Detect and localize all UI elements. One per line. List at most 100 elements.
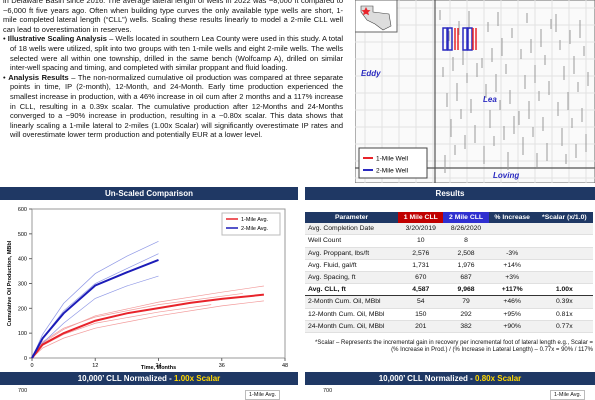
results-table: Parameter 1 Mile CLL 2 Mile CLL% Increase *…: [305, 212, 593, 333]
x-tick-label: 48: [282, 363, 288, 369]
table-row: Avg. Fluid, gal/ft 1,731 1,976 +14%: [305, 259, 593, 272]
cell: [535, 234, 593, 248]
header-row: Parameter 1 Mile CLL 2 Mile CLL% Increase *…: [305, 212, 593, 224]
legend-label: 1-Mile Avg.: [550, 390, 586, 400]
cell: [535, 247, 593, 260]
cell: 382: [443, 320, 489, 333]
cell: 670: [398, 271, 444, 285]
map-legend: [358, 147, 428, 179]
cell: 687: [443, 271, 489, 285]
table-row: Well Count 10 8: [305, 234, 593, 248]
bullet-title: Analysis Results: [8, 72, 69, 82]
map: Eddy Lea Loving 1-Mile Well 2-Mile Well: [355, 0, 595, 183]
cell: 1.00x: [535, 283, 593, 297]
table-row: Avg. CLL, ft 4,587 9,968 +117% 1.00x: [305, 283, 593, 297]
cell: Avg. Spacing, ft: [305, 271, 399, 285]
table-row: Avg. Spacing, ft 670 687 +3%: [305, 271, 593, 285]
cell: 0.77x: [535, 320, 593, 333]
footnote: *Scalar – Represents the incremental gai…: [315, 340, 593, 354]
bullet-text: – Wells located in southern Lea County w…: [10, 34, 343, 73]
line: [31, 293, 265, 359]
y-tick-label: 200: [18, 306, 27, 312]
table-row: 24-Month Cum. Oil, MBbl 201 382 +90% 0.77x: [305, 320, 593, 333]
header-highlight: 0.80x Scalar: [475, 374, 522, 383]
cell: Avg. Proppant, lbs/ft: [305, 247, 399, 260]
well-box: [462, 27, 468, 51]
column-header: 1 Mile CLL: [398, 212, 444, 224]
cell: Avg. CLL, ft: [305, 283, 399, 297]
cell: 54: [398, 295, 444, 309]
intro: in Delaware Basin since 2016. The averag…: [3, 0, 343, 34]
header-text: 10,000’ CLL Normalized -: [77, 374, 175, 383]
inset-star: [361, 7, 371, 16]
cell: [535, 259, 593, 272]
x-tick-label: 24: [155, 363, 161, 369]
x-tick-label: 36: [219, 363, 225, 369]
y-tick-label: 700: [18, 388, 28, 394]
bullet-title: Illustrative Scaling Analysis: [7, 34, 107, 44]
line: [31, 258, 159, 359]
column-header: *Scalar (x/1.0): [535, 212, 593, 224]
county-label: Lea: [483, 95, 497, 104]
cell: [535, 271, 593, 285]
legend-label: 1-Mile Well: [376, 156, 409, 163]
cell: 292: [443, 308, 489, 321]
cell: 24-Month Cum. Oil, MBbl: [305, 320, 399, 333]
cell: 1,731: [398, 259, 444, 272]
y-tick-label: 300: [18, 282, 27, 288]
cell: 2,576: [398, 247, 444, 260]
y-tick-label: 600: [18, 207, 27, 213]
cell: +117%: [488, 283, 536, 297]
section-header: 10,000’ CLL Normalized - 0.80x Scalar: [305, 372, 595, 385]
x-tick-label: 0: [30, 363, 33, 369]
y-tick-label: 500: [18, 232, 27, 238]
chart: 0 100 200 300 400 500 600 0 12 24 36 48 Time, Months…: [7, 207, 288, 371]
x-tick-label: 12: [92, 363, 98, 369]
cell: 12-Month Cum. Oil, MBbl: [305, 308, 399, 321]
cell: 1,976: [443, 259, 489, 272]
cell: [535, 223, 593, 236]
cell: Avg. Completion Date: [305, 223, 399, 236]
cell: 3/20/2019: [398, 223, 444, 236]
cell: 2-Month Cum. Oil, MBbl: [305, 295, 399, 309]
cell: 8: [443, 234, 489, 248]
cell: 8/26/2020: [443, 223, 489, 236]
cell: [488, 234, 536, 248]
x-axis-label: Time, Months: [141, 365, 176, 371]
bullet-text: – The non-normalized cumulative oil prod…: [10, 72, 343, 140]
table-row: Avg. Proppant, lbs/ft 2,576 2,508 -3%: [305, 247, 593, 260]
well-box: [467, 27, 473, 51]
bottom-panels: 10,000’ CLL Normalized - 1.00x Scalar 700…: [0, 372, 595, 400]
column-header: 2 Mile CLL: [443, 212, 489, 224]
legend-label: 1-Mile Avg.: [241, 217, 269, 223]
line: [31, 240, 159, 359]
column-header: % Increase: [488, 212, 536, 224]
cell: [488, 223, 536, 236]
well-box: [442, 27, 448, 51]
table-row: 12-Month Cum. Oil, MBbl 150 292 +95% 0.81x: [305, 308, 593, 321]
county-label: Eddy: [361, 69, 381, 78]
cell: -3%: [488, 247, 536, 260]
table-row: 2-Month Cum. Oil, MBbl 54 79 +46% 0.39x: [305, 295, 593, 309]
y-tick-label: 400: [18, 257, 27, 263]
section-header: Un-Scaled Comparison: [0, 187, 298, 200]
legend-label: 1-Mile Avg.: [245, 390, 281, 400]
cell: 4,587: [398, 283, 444, 297]
line: [31, 293, 243, 359]
bullet: • Analysis Results – The non-normalized …: [3, 72, 343, 140]
cell: 10: [398, 234, 444, 248]
cell: Avg. Fluid, gal/ft: [305, 259, 399, 272]
cell: +3%: [488, 271, 536, 285]
text-block: in Delaware Basin since 2016. The averag…: [3, 0, 343, 182]
y-axis-label: Cumulative Oil Production, MBbl: [7, 240, 13, 326]
line: [31, 300, 264, 359]
legend-label: 2-Mile Well: [376, 168, 409, 175]
cell: +90%: [488, 320, 536, 333]
cell: +95%: [488, 308, 536, 321]
cell: 9,968: [443, 283, 489, 297]
header-highlight: 1.00x Scalar: [174, 374, 221, 383]
header-text: 10,000’ CLL Normalized -: [378, 374, 476, 383]
cell: +46%: [488, 295, 536, 309]
cell: 79: [443, 295, 489, 309]
bullet: • Illustrative Scaling Analysis – Wells …: [3, 34, 343, 73]
